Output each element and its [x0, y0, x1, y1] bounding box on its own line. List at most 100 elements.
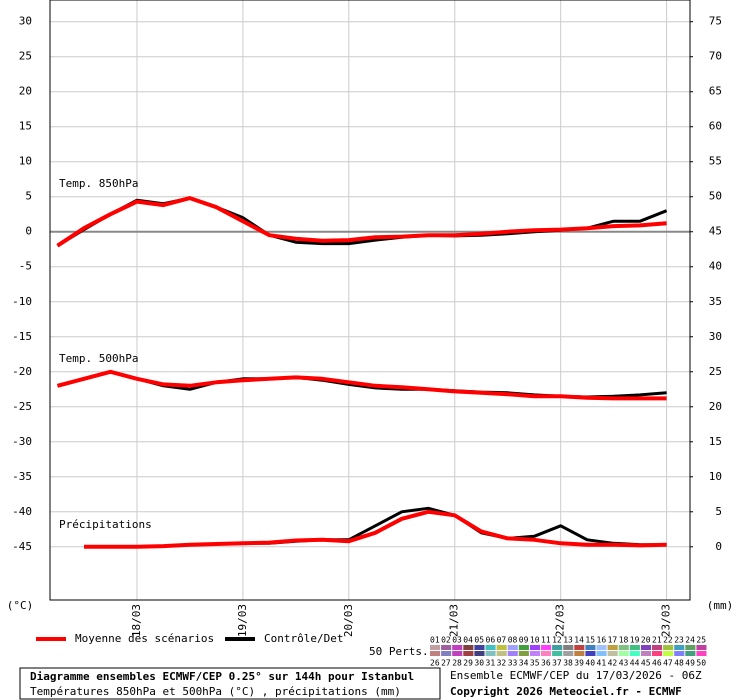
member-swatch [574, 651, 585, 656]
member-swatch [674, 651, 685, 656]
member-swatch [507, 651, 518, 656]
member-label: 42 [608, 659, 618, 668]
y2-axis-label: (mm) [707, 599, 734, 612]
member-label: 12 [552, 636, 562, 645]
member-label: 08 [508, 636, 518, 645]
y-tick-label: -35 [12, 470, 32, 483]
member-swatch [640, 651, 651, 656]
y2-tick-label: 45 [709, 225, 722, 238]
y2-tick-label: 75 [709, 15, 722, 28]
member-swatch [652, 645, 663, 650]
member-swatch [663, 645, 674, 650]
series-line [84, 506, 667, 549]
member-swatch [552, 645, 563, 650]
y-tick-label: 25 [19, 50, 32, 63]
member-label: 49 [685, 659, 695, 668]
series-line [56, 196, 667, 248]
y2-tick-label: 60 [709, 120, 722, 133]
series-line [56, 369, 667, 401]
y2-tick-label: 40 [709, 260, 722, 273]
series-line [84, 509, 667, 549]
member-swatch [585, 651, 596, 656]
member-swatch [640, 645, 651, 650]
member-label: 43 [619, 659, 629, 668]
y2-tick-label: 25 [709, 365, 722, 378]
member-swatch [629, 645, 640, 650]
member-label: 29 [463, 659, 473, 668]
member-swatch [441, 651, 452, 656]
member-label: 35 [530, 659, 540, 668]
member-swatch [574, 645, 585, 650]
member-label: 05 [474, 636, 484, 645]
y2-tick-label: 35 [709, 295, 722, 308]
y-tick-label: -15 [12, 330, 32, 343]
perts-label: 50 Perts. [369, 645, 429, 658]
member-label: 18 [619, 636, 629, 645]
member-swatch [685, 651, 696, 656]
legend-label: Moyenne des scénarios [75, 632, 214, 645]
member-label: 38 [563, 659, 573, 668]
member-label: 09 [519, 636, 529, 645]
y-tick-label: -30 [12, 435, 32, 448]
member-swatch [485, 645, 496, 650]
member-label: 45 [641, 659, 651, 668]
member-label: 44 [630, 659, 640, 668]
member-label: 33 [508, 659, 518, 668]
member-swatch [430, 645, 441, 650]
member-label: 22 [663, 636, 673, 645]
member-swatch [463, 645, 474, 650]
member-label: 24 [685, 636, 695, 645]
member-label: 15 [585, 636, 595, 645]
x-tick-label: 20/03 [342, 604, 355, 637]
member-label: 46 [652, 659, 662, 668]
panel-label: Précipitations [59, 518, 152, 531]
y2-tick-label: 70 [709, 50, 722, 63]
member-label: 47 [663, 659, 673, 668]
member-swatch [529, 645, 540, 650]
member-swatch [596, 651, 607, 656]
y-tick-label: 10 [19, 155, 32, 168]
member-swatch [585, 645, 596, 650]
member-label: 01 [430, 636, 440, 645]
y-tick-label: -5 [19, 260, 32, 273]
subtitle: Températures 850hPa et 500hPa (°C) , pré… [30, 685, 401, 698]
member-swatch [563, 651, 574, 656]
x-tick-label: 21/03 [448, 604, 461, 637]
member-label: 17 [608, 636, 618, 645]
copyright: Copyright 2026 Meteociel.fr - ECMWF [450, 685, 682, 698]
member-swatch [685, 645, 696, 650]
plot-frame [49, 0, 691, 601]
y-axis-label: (°C) [7, 599, 34, 612]
member-label: 39 [574, 659, 584, 668]
member-swatch [618, 645, 629, 650]
member-swatch [563, 645, 574, 650]
member-swatch [452, 645, 463, 650]
y-tick-label: 5 [25, 190, 32, 203]
panel-label: Temp. 500hPa [59, 352, 138, 365]
run-info: Ensemble ECMWF/CEP du 17/03/2026 - 06Z [450, 669, 702, 682]
member-label: 27 [441, 659, 451, 668]
member-label: 36 [541, 659, 551, 668]
member-label: 03 [452, 636, 462, 645]
member-label: 31 [486, 659, 496, 668]
member-label: 06 [486, 636, 496, 645]
member-label: 37 [552, 659, 562, 668]
member-swatch [518, 651, 529, 656]
y-tick-label: -25 [12, 400, 32, 413]
member-label: 26 [430, 659, 440, 668]
member-swatch [607, 651, 618, 656]
y-tick-label: -10 [12, 295, 32, 308]
member-label: 07 [497, 636, 507, 645]
member-label: 16 [597, 636, 607, 645]
member-swatch [696, 651, 707, 656]
x-tick-label: 23/03 [660, 604, 673, 637]
member-label: 34 [519, 659, 529, 668]
y-tick-label: -20 [12, 365, 32, 378]
member-swatch [663, 651, 674, 656]
x-tick-label: 22/03 [554, 604, 567, 637]
member-swatch [696, 645, 707, 650]
member-label: 19 [630, 636, 640, 645]
y2-tick-label: 0 [715, 540, 722, 553]
member-label: 20 [641, 636, 651, 645]
